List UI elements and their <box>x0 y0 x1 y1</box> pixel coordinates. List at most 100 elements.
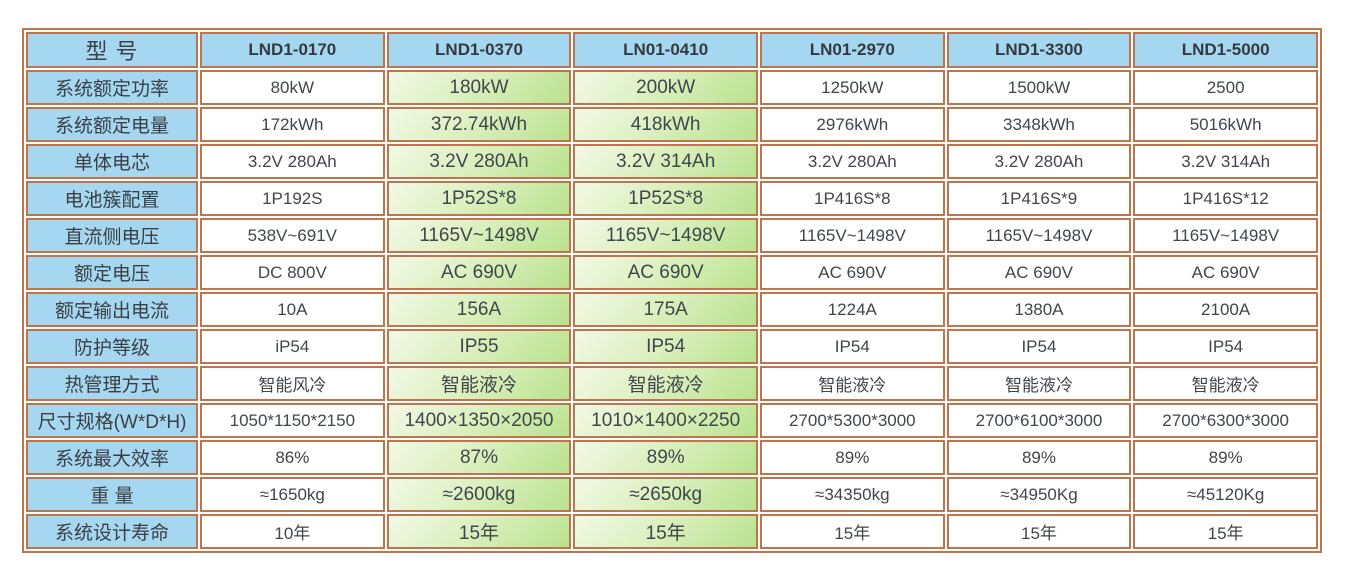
spec-cell: 2700*6100*3000 <box>946 403 1132 438</box>
spec-cell: 5016kWh <box>1133 107 1318 142</box>
spec-cell: 200kW <box>573 70 758 105</box>
spec-cell: 1165V~1498V <box>759 218 945 253</box>
spec-cell: 172kWh <box>200 107 385 142</box>
spec-cell: 3348kWh <box>946 107 1132 142</box>
spec-cell: 1P416S*8 <box>759 181 945 216</box>
row-label: 系统最大效率 <box>26 440 198 475</box>
spec-cell: IP54 <box>1133 329 1318 364</box>
model-header-lnd1-0370: LND1-0370 <box>386 32 572 68</box>
spec-cell: ≈1650kg <box>200 477 385 512</box>
spec-cell: 1165V~1498V <box>386 218 572 253</box>
spec-cell: 15年 <box>386 514 572 549</box>
header-row: 型 号 LND1-0170 LND1-0370 LN01-0410 LN01-2… <box>26 32 1318 68</box>
row-label: 额定电压 <box>26 255 198 290</box>
model-header-ln01-2970: LN01-2970 <box>759 32 945 68</box>
spec-cell: 15年 <box>759 514 945 549</box>
spec-cell: 1P192S <box>200 181 385 216</box>
spec-cell: 3.2V 280Ah <box>946 144 1132 179</box>
spec-cell: 3.2V 280Ah <box>759 144 945 179</box>
spec-cell: 1380A <box>946 292 1132 327</box>
spec-cell: ≈34950Kg <box>946 477 1132 512</box>
spec-cell: 1P416S*12 <box>1133 181 1318 216</box>
spec-cell: 89% <box>573 440 758 475</box>
spec-cell: 智能液冷 <box>386 366 572 401</box>
spec-cell: 89% <box>946 440 1132 475</box>
spec-cell: 1P52S*8 <box>386 181 572 216</box>
spec-cell: 538V~691V <box>200 218 385 253</box>
model-header-lnd1-5000: LND1-5000 <box>1133 32 1318 68</box>
spec-cell: 15年 <box>946 514 1132 549</box>
spec-cell: 1165V~1498V <box>946 218 1132 253</box>
spec-cell: ≈34350kg <box>759 477 945 512</box>
row-label: 额定输出电流 <box>26 292 198 327</box>
spec-cell: AC 690V <box>573 255 758 290</box>
spec-cell: IP54 <box>759 329 945 364</box>
spec-cell: 87% <box>386 440 572 475</box>
row-label: 系统设计寿命 <box>26 514 198 549</box>
row-label: 系统额定功率 <box>26 70 198 105</box>
spec-cell: 智能液冷 <box>946 366 1132 401</box>
spec-cell: 89% <box>759 440 945 475</box>
spec-cell: 1050*1150*2150 <box>200 403 385 438</box>
spec-cell: 智能液冷 <box>573 366 758 401</box>
spec-row-output-current: 额定输出电流 10A 156A 175A 1224A 1380A 2100A <box>26 292 1318 327</box>
spec-cell: 3.2V 280Ah <box>386 144 572 179</box>
row-label: 防护等级 <box>26 329 198 364</box>
spec-cell: 智能液冷 <box>1133 366 1318 401</box>
spec-cell: 1010×1400×2250 <box>573 403 758 438</box>
spec-row-cluster-config: 电池簇配置 1P192S 1P52S*8 1P52S*8 1P416S*8 1P… <box>26 181 1318 216</box>
spec-row-dimensions: 尺寸规格(W*D*H) 1050*1150*2150 1400×1350×205… <box>26 403 1318 438</box>
spec-cell: 1P416S*9 <box>946 181 1132 216</box>
spec-cell: 1165V~1498V <box>573 218 758 253</box>
row-label: 尺寸规格(W*D*H) <box>26 403 198 438</box>
spec-cell: AC 690V <box>1133 255 1318 290</box>
spec-cell: 1224A <box>759 292 945 327</box>
spec-cell: 418kWh <box>573 107 758 142</box>
row-label: 系统额定电量 <box>26 107 198 142</box>
spec-cell: 15年 <box>573 514 758 549</box>
spec-cell: 1250kW <box>759 70 945 105</box>
spec-cell: IP54 <box>573 329 758 364</box>
spec-cell: 180kW <box>386 70 572 105</box>
spec-cell: 智能风冷 <box>200 366 385 401</box>
spec-cell: 1165V~1498V <box>1133 218 1318 253</box>
product-spec-table: 型 号 LND1-0170 LND1-0370 LN01-0410 LN01-2… <box>22 28 1322 553</box>
spec-row-rated-power: 系统额定功率 80kW 180kW 200kW 1250kW 1500kW 25… <box>26 70 1318 105</box>
spec-cell: ≈2650kg <box>573 477 758 512</box>
row-label: 单体电芯 <box>26 144 198 179</box>
spec-table-body: 系统额定功率 80kW 180kW 200kW 1250kW 1500kW 25… <box>26 70 1318 549</box>
spec-cell: 2500 <box>1133 70 1318 105</box>
spec-row-thermal-management: 热管理方式 智能风冷 智能液冷 智能液冷 智能液冷 智能液冷 智能液冷 <box>26 366 1318 401</box>
spec-cell: DC 800V <box>200 255 385 290</box>
spec-cell: 15年 <box>1133 514 1318 549</box>
spec-cell: ≈45120Kg <box>1133 477 1318 512</box>
spec-cell: 2700*5300*3000 <box>759 403 945 438</box>
spec-cell: AC 690V <box>386 255 572 290</box>
spec-row-rated-capacity: 系统额定电量 172kWh 372.74kWh 418kWh 2976kWh 3… <box>26 107 1318 142</box>
corner-header-model-label: 型 号 <box>26 32 198 68</box>
spec-row-cell-type: 单体电芯 3.2V 280Ah 3.2V 280Ah 3.2V 314Ah 3.… <box>26 144 1318 179</box>
spec-cell: iP54 <box>200 329 385 364</box>
spec-cell: AC 690V <box>946 255 1132 290</box>
spec-cell: 3.2V 280Ah <box>200 144 385 179</box>
model-header-ln01-0410: LN01-0410 <box>573 32 758 68</box>
spec-cell: 3.2V 314Ah <box>573 144 758 179</box>
row-label: 热管理方式 <box>26 366 198 401</box>
spec-cell: IP55 <box>386 329 572 364</box>
spec-cell: 10A <box>200 292 385 327</box>
spec-row-design-life: 系统设计寿命 10年 15年 15年 15年 15年 15年 <box>26 514 1318 549</box>
spec-cell: 2700*6300*3000 <box>1133 403 1318 438</box>
spec-row-rated-voltage: 额定电压 DC 800V AC 690V AC 690V AC 690V AC … <box>26 255 1318 290</box>
spec-cell: 1500kW <box>946 70 1132 105</box>
spec-cell: ≈2600kg <box>386 477 572 512</box>
spec-cell: 2976kWh <box>759 107 945 142</box>
spec-cell: 86% <box>200 440 385 475</box>
spec-row-dc-voltage: 直流侧电压 538V~691V 1165V~1498V 1165V~1498V … <box>26 218 1318 253</box>
row-label: 直流侧电压 <box>26 218 198 253</box>
spec-row-max-efficiency: 系统最大效率 86% 87% 89% 89% 89% 89% <box>26 440 1318 475</box>
row-label: 电池簇配置 <box>26 181 198 216</box>
spec-row-ip-rating: 防护等级 iP54 IP55 IP54 IP54 IP54 IP54 <box>26 329 1318 364</box>
spec-cell: 10年 <box>200 514 385 549</box>
spec-cell: 175A <box>573 292 758 327</box>
